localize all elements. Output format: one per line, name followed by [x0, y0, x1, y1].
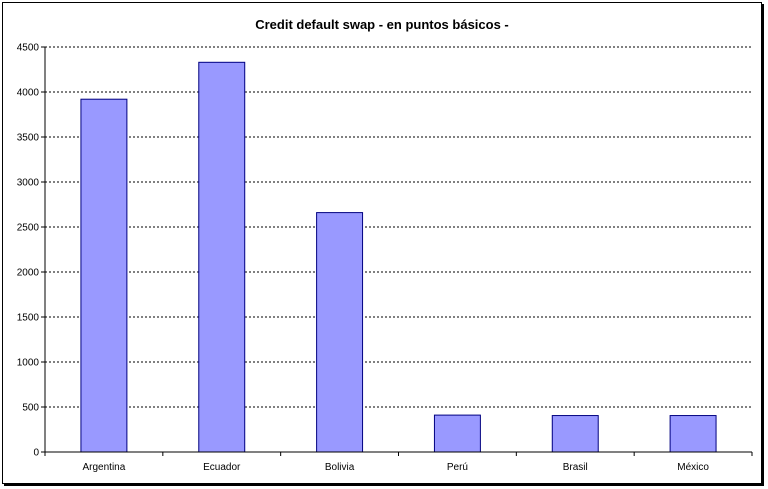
y-tick-label: 0 [33, 448, 39, 459]
x-tick-label: Bolivia [325, 462, 355, 473]
bar-bolivia [316, 212, 364, 453]
x-tick-label: México [677, 462, 709, 473]
y-tick-label: 500 [22, 403, 39, 414]
bar-brasil [551, 415, 599, 453]
bar-argentina [80, 98, 128, 453]
y-tick-label: 2500 [17, 223, 40, 234]
y-tick-label: 4000 [17, 88, 40, 99]
x-tick-labels: Argentina Ecuador Bolivia Perú Brasil México [44, 452, 753, 473]
y-tick-label: 1500 [17, 313, 40, 324]
axes [44, 47, 752, 453]
x-tick-label: Perú [447, 462, 468, 473]
chart-frame: Credit default swap - en puntos básicos … [2, 2, 762, 484]
gridlines [41, 46, 752, 453]
x-tick-label: Ecuador [203, 462, 241, 473]
y-tick-labels: 0 500 1000 1500 2000 2500 3000 3500 4000 4500 [17, 43, 40, 459]
y-tick-label: 1000 [17, 358, 40, 369]
bars [80, 61, 717, 453]
x-tick-label: Argentina [83, 462, 126, 473]
y-tick-label: 2000 [17, 268, 40, 279]
y-tick-label: 4500 [17, 43, 40, 54]
y-tick-label: 3000 [17, 178, 40, 189]
chart-title: Credit default swap - en puntos básicos … [255, 17, 509, 32]
y-tick-label: 3500 [17, 133, 40, 144]
bar-peru [433, 414, 481, 453]
bar-mexico [669, 415, 717, 453]
bar-ecuador [198, 61, 246, 453]
x-tick-label: Brasil [563, 462, 588, 473]
